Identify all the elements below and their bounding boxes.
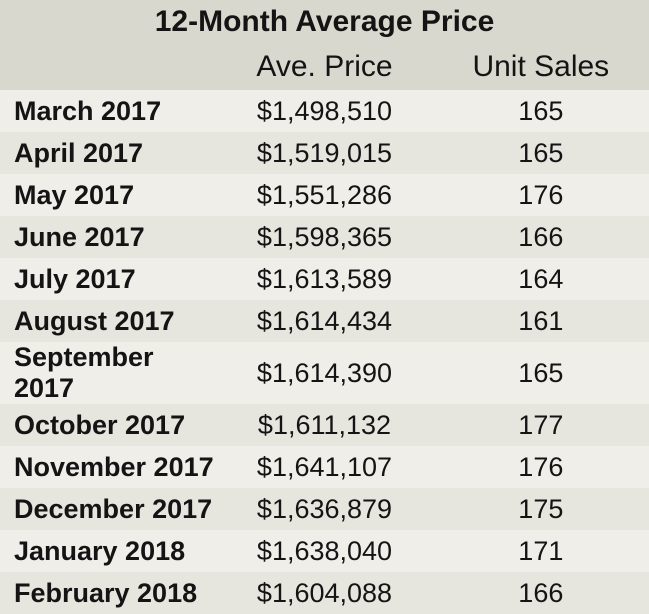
table-row: November 2017 $1,641,107 176	[0, 446, 649, 488]
table-title-row: 12-Month Average Price	[0, 0, 649, 44]
table-row: January 2018 $1,638,040 171	[0, 530, 649, 572]
column-header-ave-price: Ave. Price	[216, 44, 433, 90]
table-title: 12-Month Average Price	[0, 0, 649, 44]
unit-sales-cell: 166	[432, 216, 649, 258]
month-cell: November 2017	[0, 446, 217, 488]
table-row: July 2017 $1,613,589 164	[0, 258, 649, 300]
ave-price-cell: $1,614,390	[216, 342, 433, 404]
unit-sales-cell: 161	[432, 300, 649, 342]
table-row: December 2017 $1,636,879 175	[0, 488, 649, 530]
month-cell: August 2017	[0, 300, 217, 342]
ave-price-cell: $1,614,434	[216, 300, 433, 342]
column-header-row: Ave. Price Unit Sales	[0, 44, 649, 90]
month-cell: October 2017	[0, 404, 217, 446]
ave-price-cell: $1,551,286	[216, 174, 433, 216]
ave-price-cell: $1,638,040	[216, 530, 433, 572]
table-row: February 2018 $1,604,088 166	[0, 572, 649, 614]
ave-price-cell: $1,498,510	[216, 90, 433, 132]
month-cell: September 2017	[0, 342, 217, 404]
ave-price-cell: $1,641,107	[216, 446, 433, 488]
unit-sales-cell: 171	[432, 530, 649, 572]
ave-price-cell: $1,611,132	[216, 404, 433, 446]
unit-sales-cell: 166	[432, 572, 649, 614]
unit-sales-cell: 175	[432, 488, 649, 530]
ave-price-cell: $1,613,589	[216, 258, 433, 300]
month-cell: July 2017	[0, 258, 217, 300]
table-row: October 2017 $1,611,132 177	[0, 404, 649, 446]
column-header-month	[0, 44, 217, 90]
table-row: September 2017 $1,614,390 165	[0, 342, 649, 404]
unit-sales-cell: 165	[432, 342, 649, 404]
table-row: March 2017 $1,498,510 165	[0, 90, 649, 132]
unit-sales-cell: 176	[432, 446, 649, 488]
unit-sales-cell: 176	[432, 174, 649, 216]
unit-sales-cell: 177	[432, 404, 649, 446]
table-row: April 2017 $1,519,015 165	[0, 132, 649, 174]
month-cell: March 2017	[0, 90, 217, 132]
table-row: June 2017 $1,598,365 166	[0, 216, 649, 258]
month-cell: April 2017	[0, 132, 217, 174]
table-row: August 2017 $1,614,434 161	[0, 300, 649, 342]
ave-price-cell: $1,598,365	[216, 216, 433, 258]
month-cell: February 2018	[0, 572, 217, 614]
ave-price-cell: $1,519,015	[216, 132, 433, 174]
month-cell: May 2017	[0, 174, 217, 216]
unit-sales-cell: 165	[432, 132, 649, 174]
column-header-unit-sales: Unit Sales	[432, 44, 649, 90]
table-row: May 2017 $1,551,286 176	[0, 174, 649, 216]
ave-price-cell: $1,636,879	[216, 488, 433, 530]
unit-sales-cell: 165	[432, 90, 649, 132]
month-cell: January 2018	[0, 530, 217, 572]
unit-sales-cell: 164	[432, 258, 649, 300]
ave-price-cell: $1,604,088	[216, 572, 433, 614]
month-cell: June 2017	[0, 216, 217, 258]
month-cell: December 2017	[0, 488, 217, 530]
